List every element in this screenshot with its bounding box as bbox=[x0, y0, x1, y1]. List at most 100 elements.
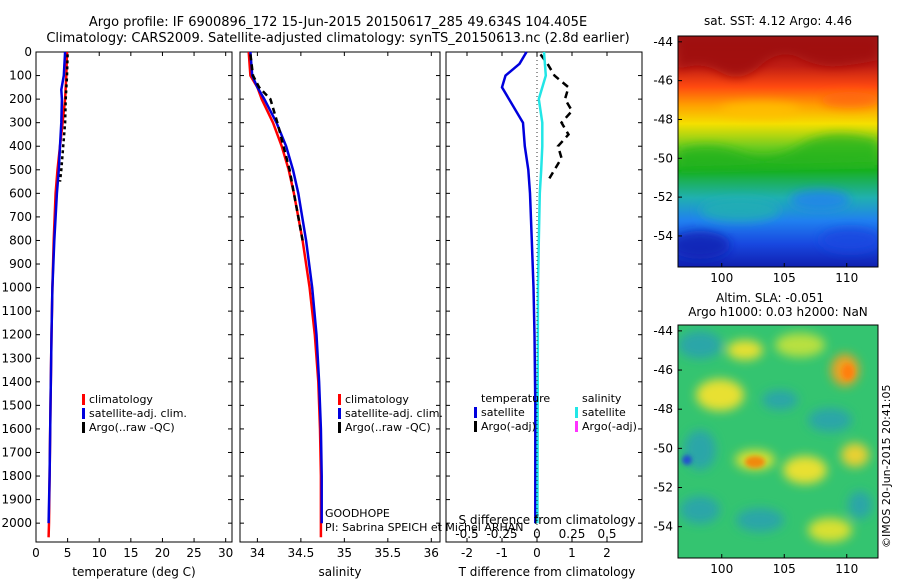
y-tick-label: 1200 bbox=[1, 328, 32, 342]
sst-map: sat. SST: 4.12 Argo: 4.46 100 105 110 -44 -4… bbox=[653, 14, 879, 285]
y-tick-label: 500 bbox=[9, 163, 32, 177]
legend-swatch bbox=[338, 422, 341, 433]
y-tick-label: 300 bbox=[9, 116, 32, 130]
series-line-1 bbox=[539, 53, 574, 183]
title-line-1: Argo profile: IF 6900896_172 15-Jun-2015… bbox=[89, 15, 587, 30]
difference-panel-frame bbox=[445, 51, 643, 543]
y-tick-label: 700 bbox=[9, 210, 32, 224]
map-y-tick-label: -44 bbox=[653, 35, 673, 49]
legend-swatch bbox=[474, 421, 477, 432]
s-difference-axis-label: S difference from climatology bbox=[459, 513, 636, 527]
map-x-tick-label: 105 bbox=[773, 271, 796, 285]
map-y-tick-label: -54 bbox=[653, 520, 673, 534]
y-tick-label: 1700 bbox=[1, 445, 32, 459]
legend-swatch bbox=[82, 422, 85, 433]
y-tick-label: 1600 bbox=[1, 422, 32, 436]
map-x-tick-label: 100 bbox=[710, 562, 733, 576]
difference-panel-legend: temperaturesatelliteArgo(-adj)salinitysa… bbox=[474, 392, 637, 433]
y-tick-label: 800 bbox=[9, 233, 32, 247]
series-line-0 bbox=[500, 51, 537, 524]
map-y-tick-label: -52 bbox=[653, 481, 673, 495]
s-tick-label: 0 bbox=[533, 527, 541, 541]
map-x-tick-label: 100 bbox=[710, 271, 733, 285]
salinity-panel-ticks: 34 34.5 35 35.5 36 bbox=[240, 51, 440, 560]
y-tick-label: 200 bbox=[9, 92, 32, 106]
y-tick-label: 1500 bbox=[1, 398, 32, 412]
series-line-1 bbox=[47, 51, 67, 524]
legend-label: satellite-adj. clim. bbox=[89, 407, 187, 420]
y-tick-label: 0 bbox=[24, 45, 32, 59]
y-tick-label: 1100 bbox=[1, 304, 32, 318]
map-y-tick-label: -46 bbox=[653, 74, 673, 88]
y-tick-label: 2000 bbox=[1, 516, 32, 530]
x-tick-label: 2 bbox=[603, 546, 611, 560]
temperature-panel-series bbox=[47, 51, 69, 538]
sla-map-frame bbox=[677, 324, 879, 559]
series-line-2 bbox=[58, 54, 69, 182]
map-x-tick-label: 105 bbox=[773, 562, 796, 576]
sst-map-eddies bbox=[678, 36, 878, 259]
legend-label: Argo(..raw -QC) bbox=[89, 421, 175, 434]
difference-panel-ticks: -2 -1 0 1 2 -0.5 -0.25 0 0.25 0.5 bbox=[446, 51, 642, 560]
title-line-2: Climatology: CARS2009. Satellite-adjuste… bbox=[46, 31, 629, 46]
x-tick-label: 34.5 bbox=[288, 546, 315, 560]
legend-swatch bbox=[575, 407, 578, 418]
y-tick-label: 1000 bbox=[1, 281, 32, 295]
y-tick-label: 1300 bbox=[1, 351, 32, 365]
temperature-panel-frame bbox=[35, 51, 233, 543]
sla-map-title-2: Argo h1000: 0.03 h2000: NaN bbox=[688, 305, 868, 319]
legend-label: satellite bbox=[582, 406, 626, 419]
series-line-0 bbox=[247, 51, 323, 538]
salinity-panel: 34 34.5 35 35.5 36 climatologysatellite-adj.… bbox=[239, 51, 443, 579]
sst-map-frame bbox=[677, 35, 879, 268]
legend-swatch bbox=[82, 394, 85, 405]
series-line-2 bbox=[249, 54, 304, 241]
legend-title-salinity: salinity bbox=[582, 392, 622, 405]
y-tick-label: 900 bbox=[9, 257, 32, 271]
map-y-tick-label: -50 bbox=[653, 151, 673, 165]
x-tick-label: 25 bbox=[186, 546, 201, 560]
difference-panel: -2 -1 0 1 2-0.5 -0.25 0 0.25 0.5 temperaturesate… bbox=[445, 51, 643, 579]
x-tick-label: 1 bbox=[568, 546, 576, 560]
salinity-panel-frame bbox=[239, 51, 441, 543]
map-y-tick-label: -50 bbox=[653, 441, 673, 455]
map-x-tick-label: 110 bbox=[835, 271, 858, 285]
x-tick-label: 35.5 bbox=[374, 546, 401, 560]
series-line-1 bbox=[249, 51, 323, 524]
x-tick-label: 30 bbox=[218, 546, 233, 560]
temperature-panel: 0 5 10 15 20 25 300100200300400500600700800900… bbox=[1, 45, 233, 579]
salinity-panel-series bbox=[247, 51, 323, 538]
legend-label: Argo(..raw -QC) bbox=[345, 421, 431, 434]
sla-map-title-1: Altim. SLA: -0.051 bbox=[716, 291, 824, 305]
map-y-tick-label: -48 bbox=[653, 402, 673, 416]
sst-map-ticks: 100 105 110 -44 -46 -48 -50 -52 -54 bbox=[653, 35, 858, 285]
legend-label: climatology bbox=[345, 393, 409, 406]
x-tick-label: 34 bbox=[250, 546, 265, 560]
series-line-2 bbox=[536, 51, 548, 524]
x-tick-label: 0 bbox=[533, 546, 541, 560]
legend-title-temperature: temperature bbox=[481, 392, 550, 405]
sla-map: Altim. SLA: -0.051 Argo h1000: 0.03 h200… bbox=[653, 291, 879, 576]
s-tick-label: -0.25 bbox=[486, 527, 517, 541]
legend-label: Argo(-adj) bbox=[481, 420, 536, 433]
s-tick-label: 0.5 bbox=[597, 527, 616, 541]
y-tick-label: 100 bbox=[9, 69, 32, 83]
map-y-tick-label: -44 bbox=[653, 324, 673, 338]
legend-swatch bbox=[474, 407, 477, 418]
x-tick-label: 36 bbox=[424, 546, 439, 560]
temperature-axis-label: temperature (deg C) bbox=[72, 565, 195, 579]
s-tick-label: -0.5 bbox=[455, 527, 478, 541]
salinity-axis-label: salinity bbox=[318, 565, 361, 579]
x-tick-label: 0 bbox=[32, 546, 40, 560]
map-y-tick-label: -52 bbox=[653, 190, 673, 204]
sst-map-title: sat. SST: 4.12 Argo: 4.46 bbox=[704, 14, 852, 28]
map-y-tick-label: -46 bbox=[653, 363, 673, 377]
legend-label: Argo(-adj) bbox=[582, 420, 637, 433]
project-name: GOODHOPE bbox=[325, 507, 390, 520]
map-y-tick-label: -54 bbox=[653, 229, 673, 243]
sla-map-highlights bbox=[682, 364, 854, 468]
y-tick-label: 400 bbox=[9, 139, 32, 153]
